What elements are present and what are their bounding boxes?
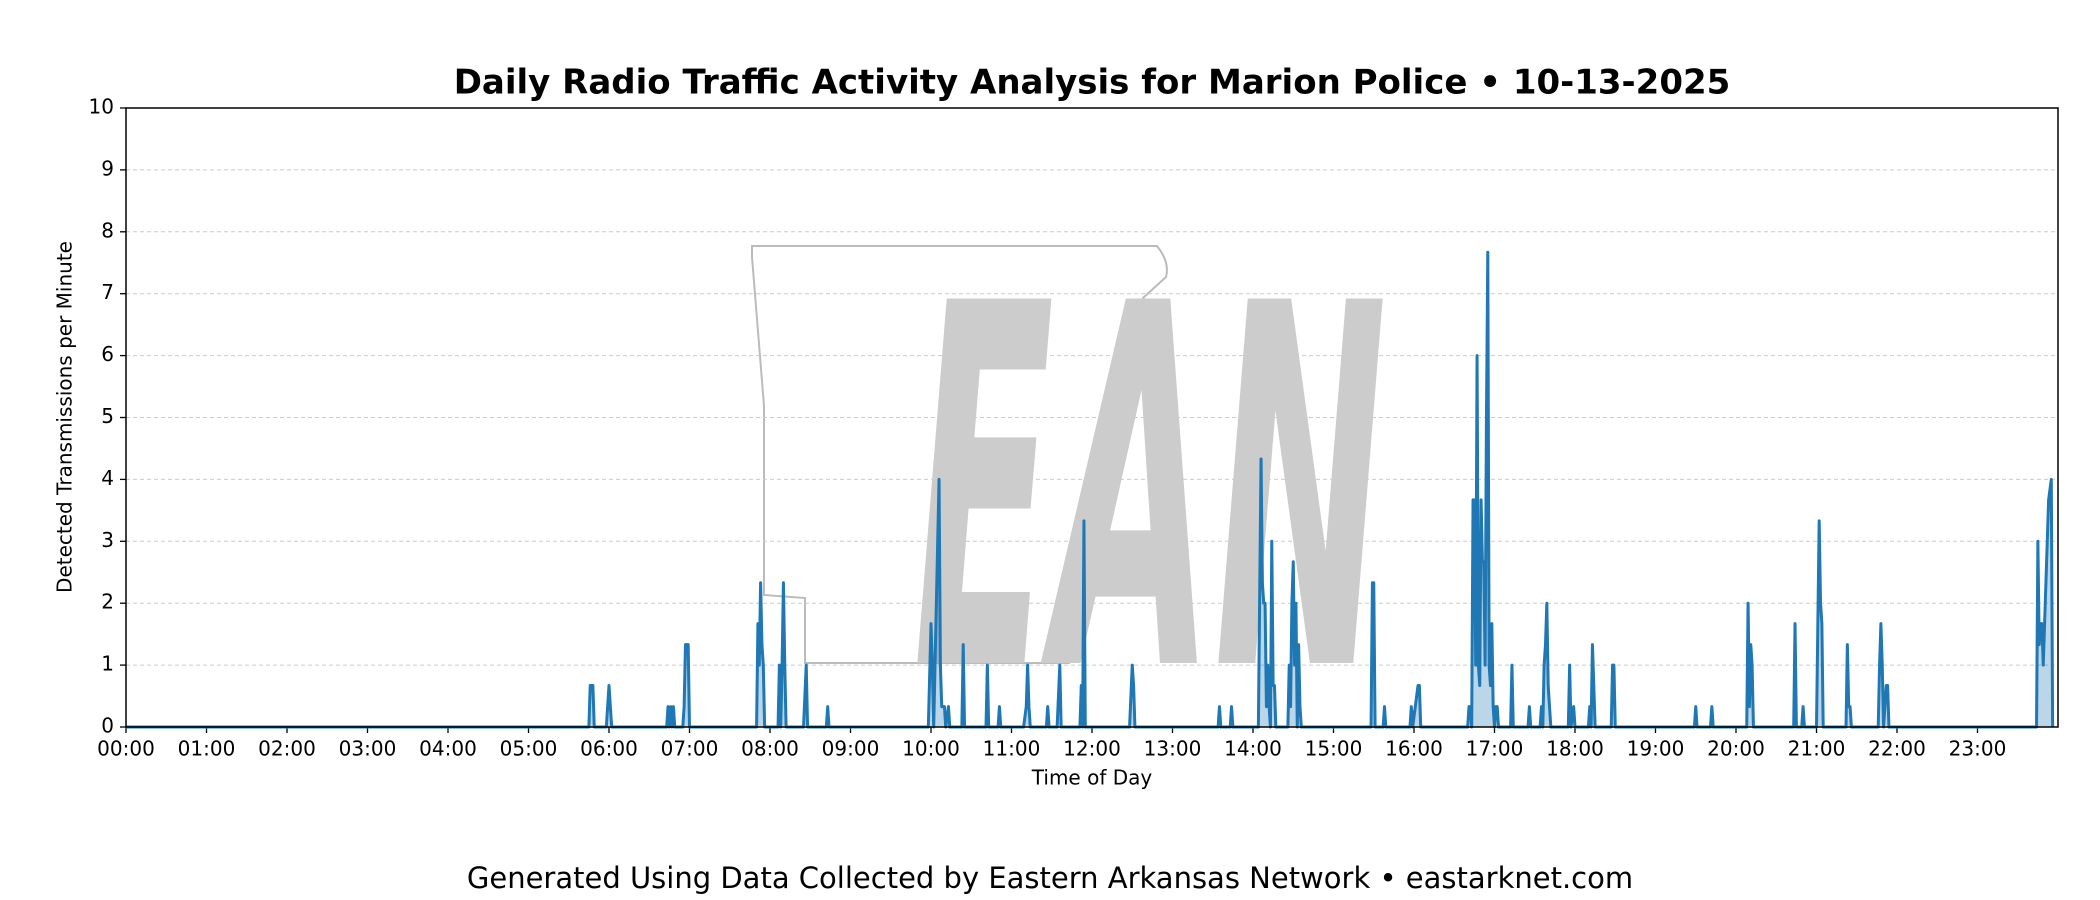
chart-title: Daily Radio Traffic Activity Analysis fo… (454, 63, 1731, 103)
x-tick-label: 13:00 (1144, 737, 1202, 761)
x-tick-label: 04:00 (419, 737, 477, 761)
x-tick-label: 02:00 (258, 737, 316, 761)
x-tick-label: 09:00 (822, 737, 880, 761)
y-tick-label: 6 (101, 342, 114, 366)
watermark: EAN (913, 199, 1387, 781)
x-tick-label: 21:00 (1788, 737, 1846, 761)
x-tick-label: 14:00 (1224, 737, 1282, 761)
y-tick-label: 10 (89, 95, 114, 119)
x-tick-label: 23:00 (1949, 737, 2007, 761)
x-tick-label: 10:00 (902, 737, 960, 761)
y-tick-label: 9 (101, 156, 114, 180)
state-outline (751, 245, 1168, 664)
y-tick-label: 2 (101, 590, 114, 614)
y-tick-label: 1 (101, 652, 114, 676)
y-axis-label: Detected Transmissions per Minute (53, 241, 77, 593)
x-tick-label: 01:00 (178, 737, 236, 761)
x-tick-label: 16:00 (1385, 737, 1443, 761)
x-axis-label: Time of Day (1031, 766, 1153, 790)
x-tick-label: 22:00 (1868, 737, 1926, 761)
y-tick-label: 5 (101, 404, 114, 428)
x-tick-label: 18:00 (1546, 737, 1604, 761)
x-tick-label: 17:00 (1466, 737, 1524, 761)
x-tick-label: 08:00 (741, 737, 799, 761)
x-tick-label: 07:00 (661, 737, 719, 761)
x-tick-label: 05:00 (500, 737, 558, 761)
plot-frame (125, 107, 2059, 728)
y-tick-label: 0 (101, 714, 114, 738)
y-tick-label: 4 (101, 466, 114, 490)
x-tick-label: 11:00 (983, 737, 1041, 761)
x-tick-label: 15:00 (1305, 737, 1363, 761)
x-tick-label: 12:00 (1063, 737, 1121, 761)
x-tick-label: 03:00 (339, 737, 397, 761)
x-tick-label: 00:00 (97, 737, 155, 761)
x-tick-label: 19:00 (1627, 737, 1685, 761)
x-tick-label: 20:00 (1707, 737, 1765, 761)
x-tick-label: 06:00 (580, 737, 638, 761)
footer: Generated Using Data Collected by Easter… (467, 861, 1633, 895)
y-tick-label: 8 (101, 218, 114, 242)
y-tick-label: 3 (101, 528, 114, 552)
y-tick-label: 7 (101, 280, 114, 304)
